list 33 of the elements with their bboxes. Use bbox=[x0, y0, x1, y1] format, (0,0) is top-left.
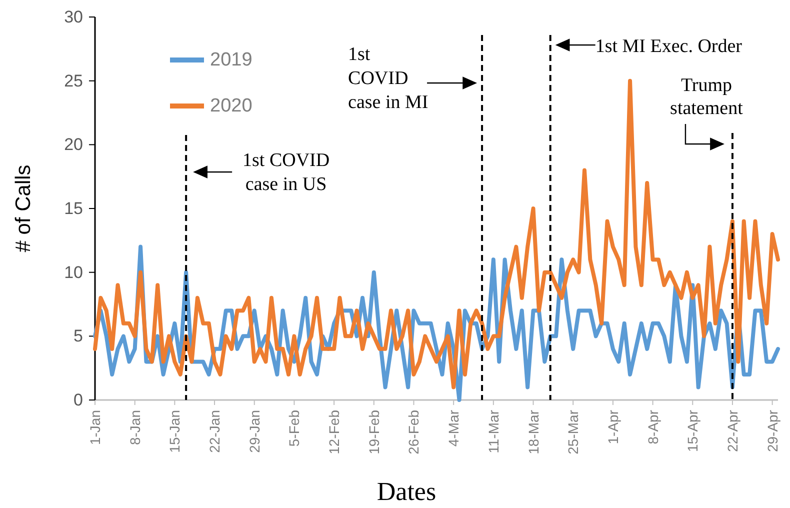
y-tick-label: 20 bbox=[64, 135, 83, 154]
y-tick-label: 15 bbox=[64, 199, 83, 218]
x-tick-label: 8-Apr bbox=[644, 410, 661, 444]
y-tick-label: 0 bbox=[74, 390, 83, 410]
ref-line-label: Trump statement bbox=[670, 75, 744, 119]
x-tick-label: 11-Mar bbox=[485, 410, 502, 454]
y-tick-label: 10 bbox=[64, 262, 83, 282]
x-axis-title: Dates bbox=[376, 477, 436, 506]
legend-label: 2020 bbox=[210, 96, 252, 116]
x-tick-label: 25-Mar bbox=[565, 410, 582, 454]
x-tick-label: 15-Jan bbox=[166, 410, 183, 453]
x-tick-label: 1-Jan bbox=[87, 410, 103, 446]
x-tick-label: 12-Feb bbox=[326, 410, 342, 454]
y-axis-title: # of Calls bbox=[12, 164, 35, 252]
y-tick-label: 30 bbox=[64, 8, 83, 26]
x-tick-label: 18-Mar bbox=[525, 410, 542, 454]
x-tick-label: 8-Jan bbox=[126, 410, 143, 446]
x-tick-label: 29-Apr bbox=[764, 410, 780, 452]
x-tick-label: 15-Apr bbox=[684, 410, 701, 452]
x-tick-label: 22-Apr bbox=[724, 410, 740, 452]
x-tick-label: 19-Feb bbox=[366, 410, 382, 454]
x-tick-label: 1-Apr bbox=[604, 410, 621, 444]
x-tick-label: 4-Mar bbox=[446, 410, 462, 447]
x-tick-label: 22-Jan bbox=[206, 410, 223, 453]
ref-line-label: 1st MI Exec. Order bbox=[595, 36, 743, 57]
y-tick-label: 25 bbox=[64, 71, 83, 90]
x-tick-label: 5-Feb bbox=[286, 410, 302, 447]
ref-line-label: 1st COVID case in MI bbox=[348, 44, 428, 113]
legend-label: 2019 bbox=[210, 50, 252, 70]
ref-line-label: 1st COVID case in US bbox=[242, 150, 330, 195]
x-tick-label: 26-Feb bbox=[406, 410, 422, 454]
y-tick-label: 5 bbox=[74, 326, 83, 346]
x-tick-label: 29-Jan bbox=[246, 410, 262, 453]
